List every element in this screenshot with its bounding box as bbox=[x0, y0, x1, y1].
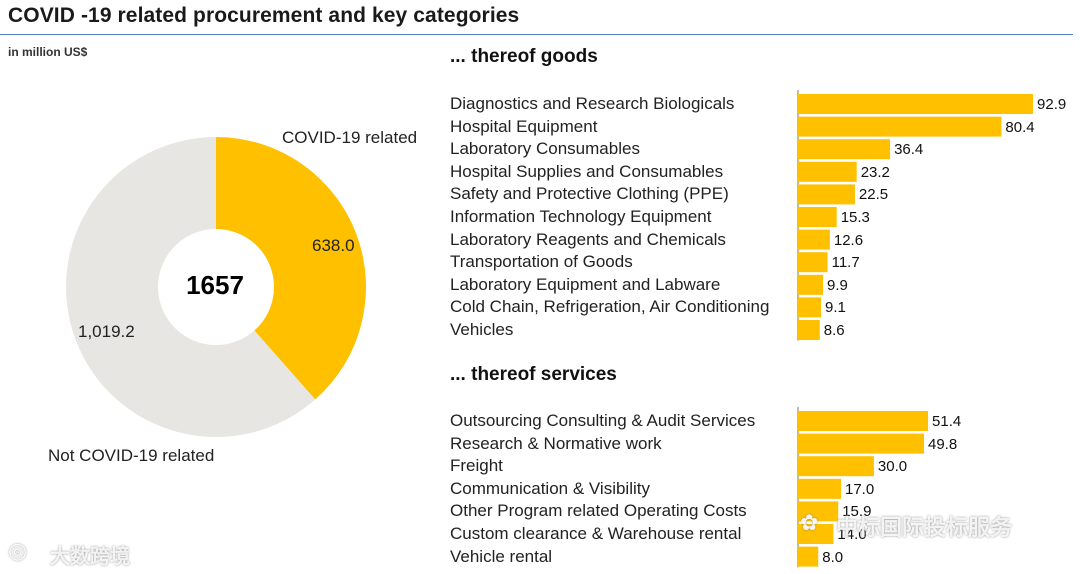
goods-category-label: Vehicles bbox=[450, 320, 514, 339]
goods-category-label: Hospital Supplies and Consumables bbox=[450, 161, 724, 181]
goods-bar bbox=[798, 161, 857, 182]
goods-bar bbox=[798, 320, 820, 340]
goods-bar bbox=[798, 274, 824, 295]
chart-title: COVID -19 related procurement and key ca… bbox=[8, 4, 520, 27]
wechat-icon: ✿ bbox=[800, 510, 819, 535]
title-divider bbox=[0, 34, 1073, 35]
donut-value-not-covid: 1,019.2 bbox=[78, 322, 135, 341]
services-bar bbox=[798, 456, 874, 477]
services-category-label: Vehicle rental bbox=[450, 546, 553, 566]
goods-category-label: Diagnostics and Research Biologicals bbox=[450, 94, 735, 113]
services-bar bbox=[798, 524, 834, 544]
goods-bar bbox=[798, 207, 837, 227]
goods-value-label: 9.1 bbox=[825, 299, 846, 317]
services-value-label: 14.0 bbox=[837, 526, 867, 543]
services-bar bbox=[798, 411, 929, 431]
services-category-label: Custom clearance & Warehouse rental bbox=[450, 524, 742, 543]
goods-value-label: 80.4 bbox=[1005, 118, 1035, 136]
services-bar bbox=[798, 433, 924, 454]
goods-bar bbox=[798, 184, 855, 205]
goods-value-label: 9.9 bbox=[827, 276, 848, 294]
goods-bar bbox=[798, 252, 828, 273]
goods-bar bbox=[798, 94, 1034, 114]
goods-value-label: 23.2 bbox=[860, 163, 890, 181]
goods-category-label: Information Technology Equipment bbox=[450, 207, 712, 226]
services-category-label: Outsourcing Consulting & Audit Services bbox=[450, 411, 756, 430]
services-value-label: 49.8 bbox=[927, 435, 958, 453]
goods-category-label: Safety and Protective Clothing (PPE) bbox=[450, 184, 729, 204]
goods-value-label: 36.4 bbox=[894, 141, 924, 159]
goods-category-label: Laboratory Equipment and Labware bbox=[450, 274, 721, 294]
watermark-left: 大数跨境 bbox=[50, 546, 130, 568]
unit-label: in million US$ bbox=[8, 45, 88, 59]
donut-legend-covid: COVID-19 related bbox=[282, 128, 418, 147]
goods-category-label: Laboratory Consumables bbox=[450, 139, 640, 159]
services-bar bbox=[798, 501, 839, 522]
goods-value-label: 11.7 bbox=[831, 254, 860, 272]
watermark-right: 中标国际投标服务 bbox=[836, 515, 1013, 540]
goods-bar bbox=[798, 116, 1002, 137]
goods-category-label: Laboratory Reagents and Chemicals bbox=[450, 229, 726, 249]
goods-category-label: Hospital Equipment bbox=[450, 116, 598, 136]
goods-bar bbox=[798, 139, 891, 160]
donut-legend-not-covid: Not COVID-19 related bbox=[48, 446, 215, 465]
services-category-label: Communication & Visibility bbox=[450, 478, 650, 498]
services-value-label: 8.0 bbox=[822, 548, 844, 566]
services-bar bbox=[798, 478, 842, 499]
services-category-label: Research & Normative work bbox=[450, 433, 662, 453]
donut-slice-covid bbox=[216, 137, 367, 400]
donut-value-covid: 638.0 bbox=[312, 236, 355, 255]
services-value-label: 30.0 bbox=[877, 458, 908, 476]
services-category-label: Freight bbox=[450, 456, 503, 476]
goods-section-title: ... thereof goods bbox=[450, 46, 598, 67]
goods-value-label: 22.5 bbox=[858, 186, 889, 204]
services-value-label: 15.9 bbox=[842, 503, 872, 521]
goods-bar bbox=[798, 297, 822, 318]
goods-value-label: 15.3 bbox=[840, 209, 870, 226]
goods-value-label: 12.6 bbox=[833, 231, 864, 249]
donut-slice-not-covid bbox=[66, 137, 316, 437]
donut-center-total: 1657 bbox=[186, 270, 244, 300]
watermark-logo-icon: ◎ bbox=[8, 538, 28, 563]
services-bar bbox=[798, 546, 819, 567]
services-category-label: Other Program related Operating Costs bbox=[450, 501, 747, 521]
services-value-label: 17.0 bbox=[845, 480, 875, 498]
services-section-title: ... thereof services bbox=[450, 364, 617, 385]
goods-value-label: 92.9 bbox=[1037, 96, 1067, 113]
goods-bar bbox=[798, 229, 830, 250]
goods-value-label: 8.6 bbox=[823, 322, 845, 339]
goods-category-label: Cold Chain, Refrigeration, Air Condition… bbox=[450, 297, 770, 317]
goods-category-label: Transportation of Goods bbox=[450, 252, 633, 272]
services-value-label: 51.4 bbox=[932, 413, 962, 430]
